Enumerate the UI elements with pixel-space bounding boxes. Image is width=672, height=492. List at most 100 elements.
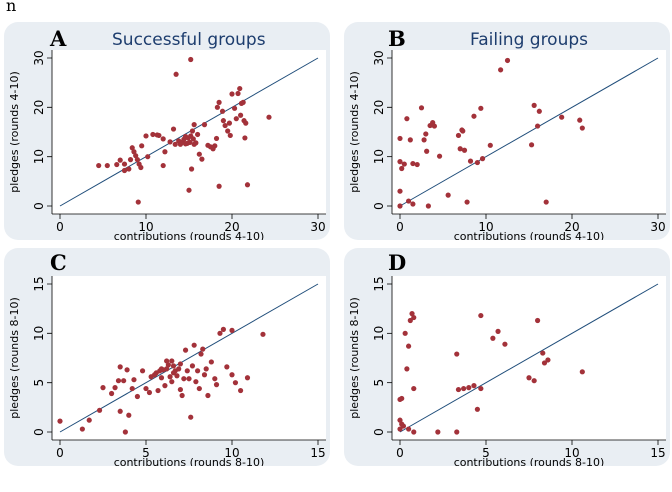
- data-point: [224, 364, 230, 370]
- data-point: [579, 369, 585, 375]
- data-point: [188, 166, 195, 172]
- data-point: [117, 364, 123, 370]
- data-point: [455, 132, 462, 139]
- data-point: [177, 386, 183, 393]
- data-point: [193, 379, 199, 385]
- panel-title: Failing groups: [470, 30, 589, 50]
- data-point: [471, 383, 477, 389]
- data-point: [545, 357, 551, 363]
- data-point: [186, 187, 192, 193]
- data-point: [397, 203, 403, 209]
- data-point: [96, 407, 103, 413]
- data-point: [201, 372, 208, 378]
- x-axis-label: contributions (rounds 4-10): [114, 230, 265, 240]
- x-tick-label: 10: [224, 446, 239, 460]
- data-point: [181, 376, 187, 382]
- y-axis-label: pledges (rounds 8-10): [8, 297, 21, 418]
- data-point: [559, 114, 565, 120]
- data-point: [536, 108, 542, 114]
- data-point: [158, 375, 165, 381]
- x-axis-label: contributions (rounds 4-10): [454, 230, 605, 240]
- data-point: [401, 161, 407, 167]
- data-point: [139, 143, 145, 149]
- data-point: [229, 372, 235, 378]
- panel-letter: A: [50, 26, 67, 51]
- y-axis-label: pledges (rounds 8-10): [348, 297, 361, 418]
- data-point: [425, 203, 431, 209]
- data-point: [214, 104, 220, 110]
- data-point: [134, 157, 140, 163]
- data-point: [121, 167, 128, 174]
- data-point: [467, 158, 474, 164]
- panel-letter: D: [388, 250, 407, 275]
- reference-line: [399, 57, 659, 207]
- y-tick-label: 15: [32, 276, 46, 291]
- data-point: [190, 136, 196, 142]
- panel-letter: C: [50, 250, 67, 275]
- data-point: [127, 157, 134, 163]
- data-point: [201, 122, 208, 128]
- data-point: [478, 105, 484, 111]
- y-tick-label: 20: [372, 100, 386, 115]
- data-point: [172, 141, 178, 147]
- data-point: [212, 376, 218, 382]
- data-point: [464, 199, 470, 205]
- data-point: [198, 351, 204, 357]
- data-point: [160, 162, 166, 169]
- data-point: [188, 56, 194, 63]
- data-point: [196, 151, 202, 157]
- y-axis-label: pledges (rounds 4-10): [348, 71, 361, 192]
- y-tick-label: 10: [32, 326, 46, 341]
- x-tick-label: 0: [56, 220, 64, 234]
- data-point: [195, 368, 201, 374]
- y-tick-label: 10: [372, 326, 386, 341]
- data-point: [260, 331, 266, 337]
- data-point: [407, 137, 413, 143]
- data-point: [143, 385, 149, 392]
- data-point: [139, 368, 146, 374]
- data-point: [170, 126, 177, 132]
- data-point: [216, 99, 222, 105]
- data-point: [233, 116, 239, 122]
- panel-a: 0 10 20 30 0 10 20 30 contributions (rounds 4-10…: [4, 22, 330, 240]
- data-point: [135, 199, 141, 205]
- panel-b: 0 10 20 30 0 10 20 30 contributions (rounds 4-10…: [344, 22, 670, 240]
- data-point: [150, 131, 156, 138]
- y-tick-label: 10: [372, 149, 386, 164]
- data-point: [179, 392, 185, 399]
- x-tick-label: 10: [138, 220, 153, 234]
- panel-d: 0 5 10 15 0 5 10 15 contributions (rounds 8-10) p…: [344, 248, 670, 466]
- y-tick-label: 0: [32, 428, 46, 436]
- data-point: [579, 125, 585, 131]
- data-point: [57, 418, 63, 424]
- data-point: [479, 156, 486, 162]
- y-tick-label: 0: [372, 428, 386, 436]
- data-point: [504, 57, 511, 64]
- data-point: [126, 166, 132, 172]
- data-point: [410, 160, 416, 167]
- scatter-plot-svg: 0 10 20 30 0 10 20 30 contributions (rounds 4-10…: [348, 50, 666, 240]
- data-point: [436, 153, 443, 159]
- data-point: [216, 183, 222, 189]
- data-point: [138, 164, 144, 171]
- data-point: [156, 132, 162, 139]
- y-tick-label: 10: [32, 149, 46, 164]
- data-point: [100, 385, 106, 391]
- data-point: [237, 85, 243, 92]
- data-point: [229, 91, 235, 97]
- data-point: [213, 382, 220, 388]
- data-point: [244, 182, 251, 188]
- data-point: [406, 198, 412, 204]
- data-point: [498, 67, 504, 73]
- data-point: [205, 392, 211, 399]
- data-point: [502, 341, 508, 347]
- x-tick-label: 30: [650, 220, 665, 234]
- data-point: [158, 366, 165, 372]
- x-tick-label: 0: [56, 446, 64, 460]
- data-point: [225, 128, 231, 134]
- data-point: [431, 123, 437, 129]
- data-point: [186, 376, 192, 382]
- data-point: [414, 161, 420, 168]
- data-point: [531, 378, 537, 384]
- data-point: [191, 122, 197, 128]
